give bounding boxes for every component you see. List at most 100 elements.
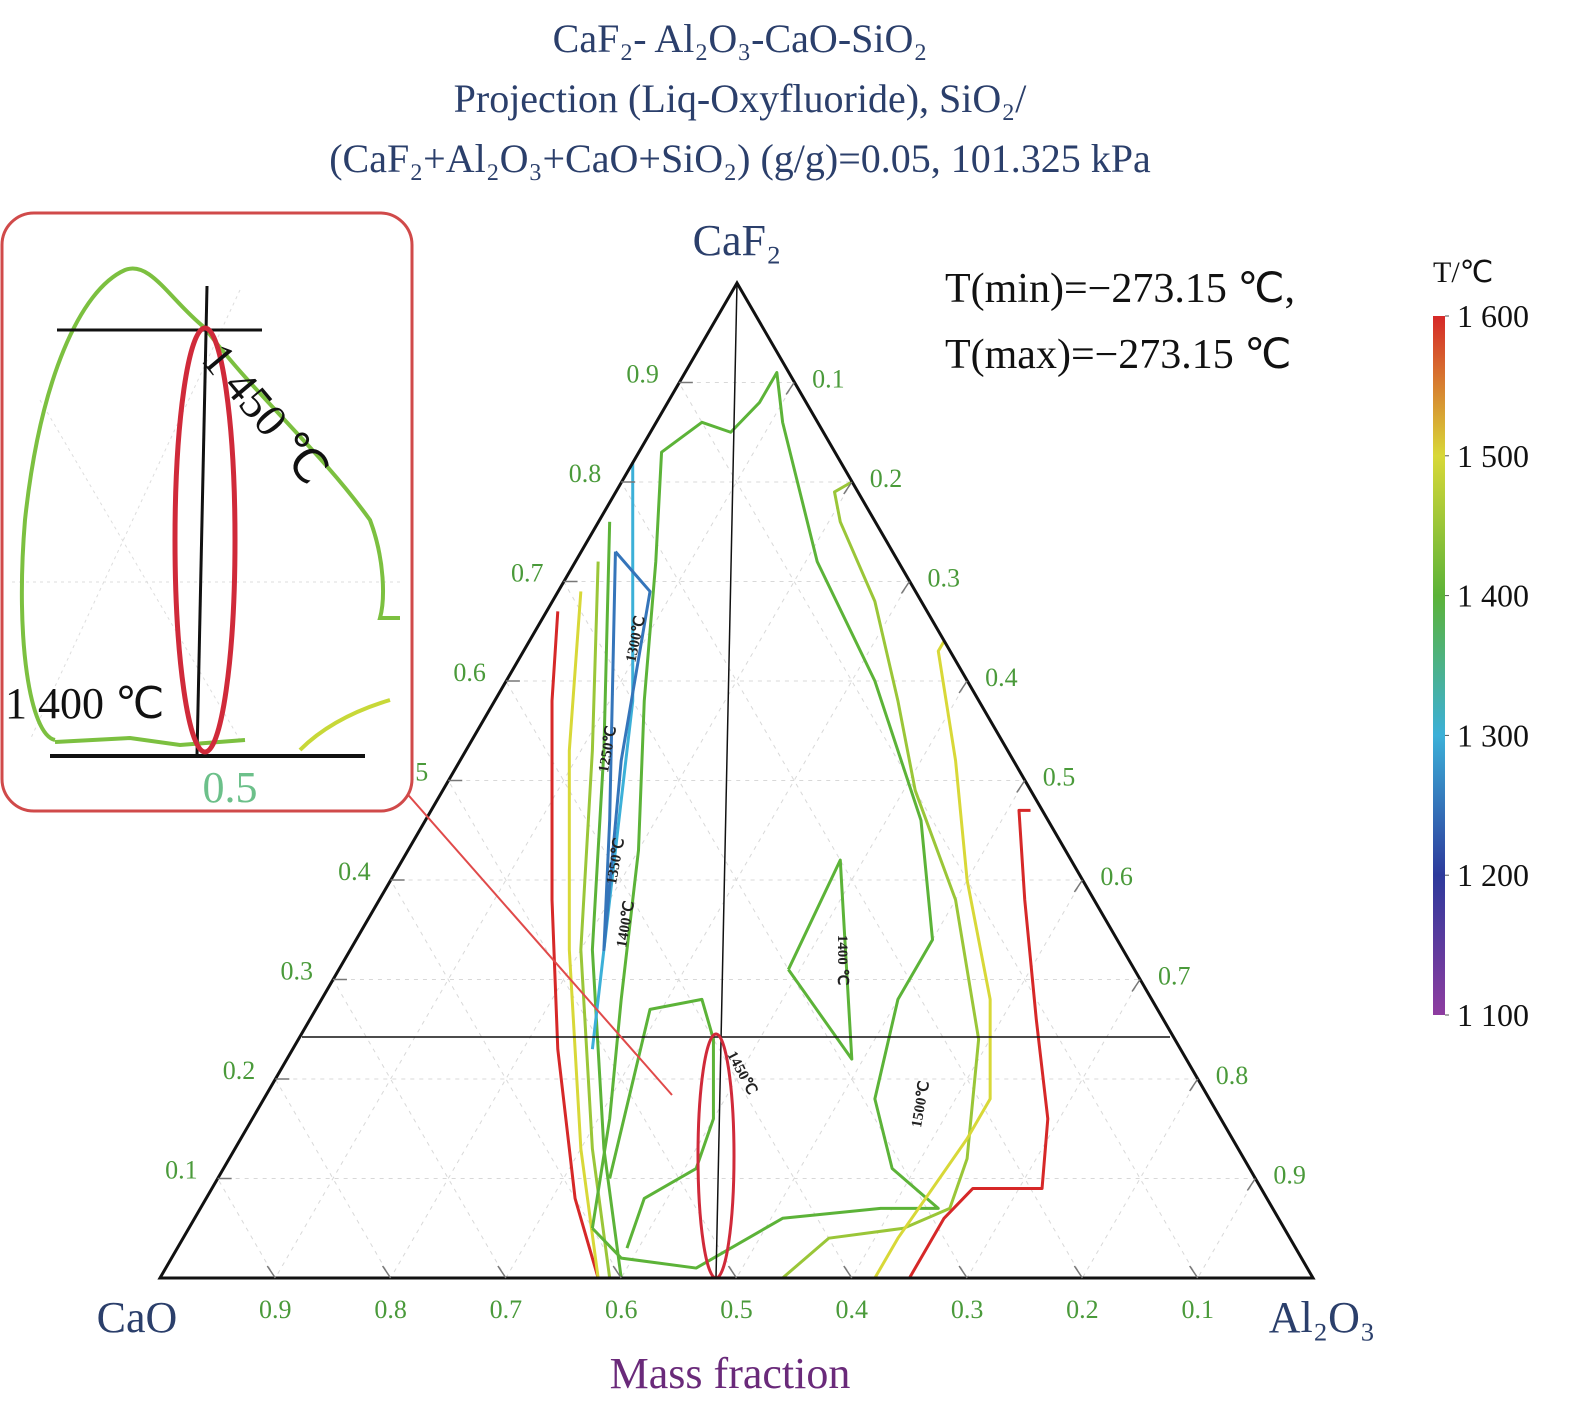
inset-label: 1 400 ℃ xyxy=(5,679,164,728)
grid-line xyxy=(736,780,1026,1279)
left-tick-label: 0.7 xyxy=(511,559,544,588)
right-tick-label: 0.6 xyxy=(1100,862,1133,891)
right-tick-label: 0.7 xyxy=(1158,962,1191,991)
colorbar-title: T/℃ xyxy=(1433,256,1493,289)
right-tick-label: 0.8 xyxy=(1216,1061,1249,1090)
x-tick-label: 0.3 xyxy=(951,1295,984,1324)
grid-line xyxy=(447,780,737,1279)
vertex-label: CaF₂ xyxy=(693,216,782,265)
colorbar-tick-label: 1 200 xyxy=(1457,857,1529,893)
tick-mark xyxy=(958,1265,968,1279)
x-tick-label: 0.9 xyxy=(259,1295,292,1324)
contours xyxy=(550,371,1050,1280)
right-tick-label: 0.9 xyxy=(1273,1161,1306,1190)
right-tick-label: 0.3 xyxy=(927,564,960,593)
contour xyxy=(781,480,981,1280)
left-tick-label: 0.1 xyxy=(165,1156,198,1185)
right-tick-label: 0.5 xyxy=(1043,763,1076,792)
left-tick-label: 0.3 xyxy=(280,957,313,986)
left-tick-label: 0.6 xyxy=(453,658,486,687)
colorbar-scale xyxy=(1433,316,1445,1015)
x-tick-label: 0.2 xyxy=(1066,1295,1099,1324)
contour xyxy=(590,521,623,1279)
colorbar-tick-label: 1 100 xyxy=(1457,997,1529,1033)
grid-line xyxy=(966,979,1141,1279)
x-tick-label: 0.6 xyxy=(605,1295,638,1324)
grid-line xyxy=(678,382,1199,1279)
colorbar: 1 600 1 500 1 400 1 300 1 200 1 100 xyxy=(1433,298,1529,1033)
contour xyxy=(590,371,940,1270)
tick-mark xyxy=(1246,1178,1256,1191)
contour xyxy=(590,462,635,1050)
colorbar-tick-label: 1 600 xyxy=(1457,298,1529,334)
contour-label: 1400℃ xyxy=(614,900,638,949)
right-tick-label: 0.4 xyxy=(985,663,1018,692)
contour-label: 1250℃ xyxy=(596,725,620,774)
contour xyxy=(567,591,600,1279)
left-tick-label: 0.4 xyxy=(338,857,371,886)
colorbar-tick-label: 1 300 xyxy=(1457,717,1529,753)
contour xyxy=(608,997,715,1249)
tick-mark xyxy=(1189,1078,1199,1092)
ticks: 0.9 0.8 0.7 0.6 0.5 0.4 0.3 0.2 0.1 0.1 0.2 0.3 0.4 0… xyxy=(165,360,1306,1325)
contour xyxy=(550,611,600,1279)
highlight xyxy=(696,1032,736,1280)
x-tick-label: 0.4 xyxy=(836,1295,869,1324)
tick-mark xyxy=(497,1265,507,1279)
tick-mark xyxy=(1131,979,1141,992)
grid-line xyxy=(274,1078,392,1279)
contour xyxy=(873,640,992,1279)
inset-grid xyxy=(12,289,400,741)
contour-label: 1500℃ xyxy=(909,1080,933,1129)
inset-curve xyxy=(19,266,207,742)
tick-mark xyxy=(1189,1265,1199,1279)
contour xyxy=(602,550,652,952)
left-tick-label: 0.8 xyxy=(569,459,602,488)
grid-line xyxy=(1081,1078,1199,1279)
x-tick-label: 0.5 xyxy=(720,1295,753,1324)
tick-mark xyxy=(266,1265,276,1279)
inset-label: 0.5 xyxy=(203,763,258,812)
x-tick-label: 0.1 xyxy=(1181,1295,1214,1324)
x-tick-label: 0.7 xyxy=(490,1295,523,1324)
right-tick-label: 0.2 xyxy=(870,464,903,493)
grid-line xyxy=(505,581,910,1279)
right-tick-label: 0.1 xyxy=(812,365,845,394)
tick-mark xyxy=(612,1265,622,1279)
inset-curve xyxy=(203,326,400,620)
inset-guide xyxy=(195,285,209,756)
inset: 1 450 ℃ 1 400 ℃ 0.5 xyxy=(0,211,414,813)
tick-mark xyxy=(785,382,795,395)
inset-highlight xyxy=(172,325,238,755)
inset-frame xyxy=(0,211,414,813)
contour-label: 1400 ℃ xyxy=(834,935,850,986)
contour xyxy=(787,858,854,1061)
grid-line xyxy=(390,481,853,1279)
tick-mark xyxy=(900,581,911,594)
contour-label: 1300℃ xyxy=(623,614,648,663)
tick-mark xyxy=(843,481,853,495)
left-tick-label: 0.9 xyxy=(626,360,659,389)
tick-mark xyxy=(1073,879,1084,893)
tick-mark xyxy=(958,680,968,694)
note: T(max)=−273.15 ℃ xyxy=(945,332,1291,378)
grid-line xyxy=(274,382,795,1279)
axis-label: Mass fraction xyxy=(610,1349,851,1398)
inset-curve xyxy=(298,698,391,752)
note: T(min)=−273.15 ℃, xyxy=(945,266,1295,312)
vertex-label: Al₂O₃ xyxy=(1269,1293,1375,1342)
guide-line xyxy=(715,282,738,1279)
chart-title: Projection (Liq-Oxyfluoride), SiO₂/ xyxy=(454,76,1028,121)
tick-mark xyxy=(381,1265,392,1279)
grid-line xyxy=(332,979,507,1279)
grid-line xyxy=(217,1178,276,1279)
chart-title: (CaF₂+Al₂O₃+CaO+SiO₂) (g/g)=0.05, 101.32… xyxy=(329,136,1151,181)
x-tick-label: 0.8 xyxy=(374,1295,407,1324)
chart-title: CaF₂- Al₂O₃-CaO-SiO₂ xyxy=(553,16,928,61)
tick-mark xyxy=(843,1265,853,1279)
left-tick-label: 0.2 xyxy=(223,1056,256,1085)
colorbar-tick-label: 1 400 xyxy=(1457,578,1529,614)
tick-mark xyxy=(1073,1265,1084,1279)
